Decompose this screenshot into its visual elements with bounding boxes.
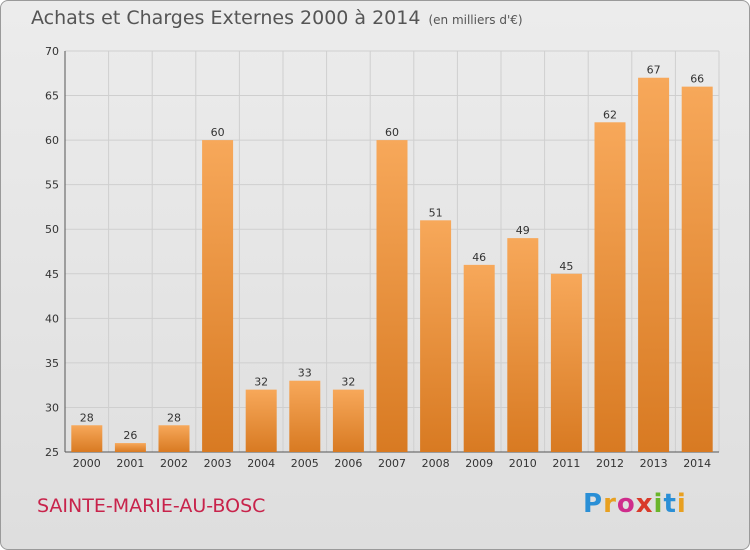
bars — [71, 77, 713, 453]
bar-value-label: 32 — [341, 376, 355, 389]
y-tick-label: 30 — [45, 401, 59, 414]
y-tick-label: 60 — [45, 134, 59, 147]
y-tick-label: 35 — [45, 357, 59, 370]
bar — [638, 77, 670, 452]
bar — [202, 140, 234, 452]
bar — [71, 425, 103, 452]
logo-letter: x — [635, 489, 654, 519]
bar — [289, 380, 321, 452]
logo-letter: i — [653, 489, 664, 519]
bar-value-label: 33 — [298, 367, 312, 380]
x-tick-label: 2012 — [596, 457, 624, 470]
bar-value-label: 66 — [690, 73, 704, 86]
x-tick-label: 2009 — [465, 457, 493, 470]
unit-label: (en milliers d'€) — [428, 13, 523, 27]
logo-letter: P — [583, 489, 604, 519]
proxiti-logo: Proxiti — [583, 489, 687, 519]
y-tick-label: 50 — [45, 223, 59, 236]
chart-title: Achats et Charges Externes 2000 à 2014 (e… — [31, 7, 523, 29]
x-tick-label: 2004 — [247, 457, 275, 470]
bar — [332, 389, 364, 452]
x-tick-label: 2005 — [291, 457, 319, 470]
bar-value-label: 49 — [516, 224, 530, 237]
x-tick-label: 2014 — [683, 457, 711, 470]
bar — [245, 389, 277, 452]
logo-letter: i — [676, 489, 687, 519]
x-tick-label: 2011 — [552, 457, 580, 470]
bar-value-label: 28 — [80, 411, 94, 424]
x-tick-label: 2003 — [204, 457, 232, 470]
logo-letter: o — [616, 489, 636, 519]
bar-value-label: 67 — [647, 64, 661, 77]
data-labels: 28 26 28 60 32 33 32 60 51 46 49 45 62 67 66 — [80, 64, 704, 442]
x-tick-label: 2008 — [422, 457, 450, 470]
bar-value-label: 51 — [429, 206, 443, 219]
x-tick-label: 2001 — [116, 457, 144, 470]
bar-value-label: 60 — [211, 126, 225, 139]
x-tick-label: 2006 — [334, 457, 362, 470]
commune-name: SAINTE-MARIE-AU-BOSC — [37, 495, 266, 517]
y-tick-label: 40 — [45, 312, 59, 325]
bar-value-label: 28 — [167, 411, 181, 424]
y-tick-label: 55 — [45, 179, 59, 192]
bar-value-label: 62 — [603, 108, 617, 121]
x-tick-label: 2002 — [160, 457, 188, 470]
bar — [158, 425, 190, 452]
logo-letter: r — [603, 489, 617, 519]
bar — [420, 220, 452, 452]
x-tick-label: 2010 — [509, 457, 537, 470]
bar — [594, 122, 626, 453]
x-tick-label: 2007 — [378, 457, 406, 470]
bar — [550, 273, 582, 452]
bar-value-label: 26 — [123, 429, 137, 442]
y-tick-label: 65 — [45, 90, 59, 103]
title-text: Achats et Charges Externes 2000 à 2014 — [31, 7, 421, 29]
bar-value-label: 46 — [472, 251, 486, 264]
bar — [507, 238, 539, 452]
x-tick-label: 2000 — [73, 457, 101, 470]
logo-letter: t — [663, 489, 677, 519]
bar — [376, 140, 408, 452]
y-tick-label: 45 — [45, 268, 59, 281]
bar-value-label: 60 — [385, 126, 399, 139]
bar-value-label: 45 — [559, 260, 573, 273]
bar-value-label: 32 — [254, 376, 268, 389]
y-tick-label: 70 — [45, 45, 59, 58]
y-tick-label: 25 — [45, 446, 59, 459]
x-tick-label: 2013 — [640, 457, 668, 470]
bar — [463, 264, 495, 452]
bar — [114, 443, 146, 452]
bar — [681, 86, 713, 453]
